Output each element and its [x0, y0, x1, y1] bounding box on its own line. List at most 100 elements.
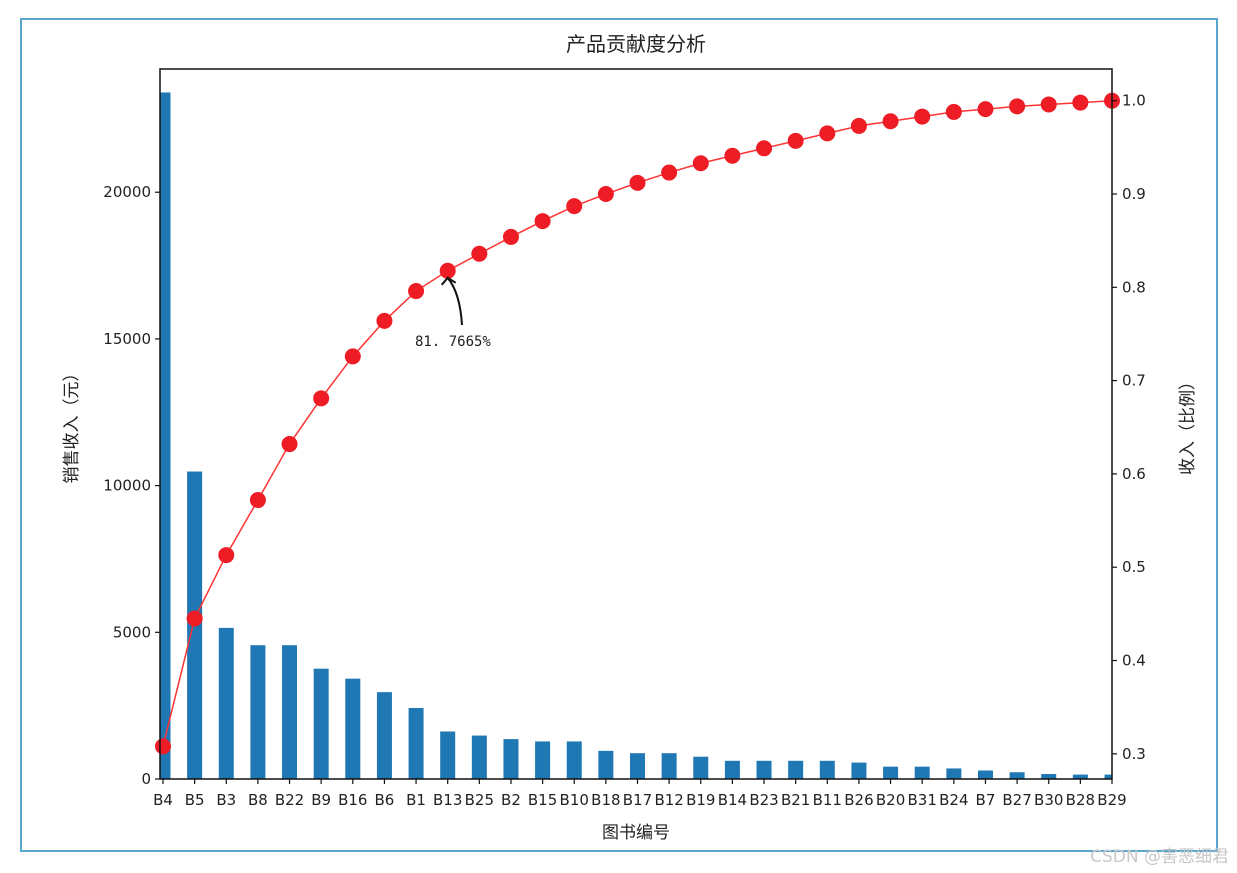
bar-B25	[471, 735, 487, 779]
point-B13	[439, 262, 456, 279]
bar-B12	[661, 753, 677, 779]
bar-B16	[345, 678, 361, 779]
point-B31	[914, 108, 931, 125]
bar-B28	[1072, 774, 1088, 779]
point-B11	[819, 125, 836, 142]
x-tick-label-B23: B23	[749, 791, 778, 809]
cumulative-line	[162, 99, 1113, 747]
annotation-label: 81. 7665%	[415, 334, 491, 350]
y-axis-label: 销售收入（元）	[62, 365, 82, 484]
annotation-arrow	[446, 277, 463, 326]
bar-B26	[851, 762, 867, 779]
bar-B11	[819, 760, 835, 779]
x-tick-label-B26: B26	[844, 791, 873, 809]
y-tick-label-0: 0	[141, 770, 151, 788]
x-tick-label-B17: B17	[623, 791, 652, 809]
bar-B13	[440, 731, 456, 779]
bar-B18	[598, 750, 614, 779]
x-tick-label-B16: B16	[338, 791, 367, 809]
point-B7	[977, 101, 994, 118]
point-B18	[597, 186, 614, 203]
point-B5	[186, 610, 203, 627]
point-B4	[155, 738, 171, 755]
y2-tick-label-0.5: 0.5	[1122, 558, 1146, 576]
bars-layer	[160, 92, 1112, 780]
point-B2	[502, 228, 519, 245]
x-tick-label-B19: B19	[686, 791, 715, 809]
point-B15	[534, 213, 551, 230]
y2-tick-label-0.8: 0.8	[1122, 278, 1146, 296]
bar-B3	[218, 627, 234, 779]
point-B12	[661, 164, 678, 181]
x-tick-label-B3: B3	[216, 791, 236, 809]
x-tick-label-B5: B5	[185, 791, 205, 809]
point-B25	[471, 245, 488, 262]
point-B30	[1040, 96, 1057, 113]
left-axis: 0 5000 10000 15000 20000	[103, 183, 160, 788]
point-B23	[756, 140, 773, 157]
y2-axis-label: 收入（比例）	[1178, 373, 1198, 475]
point-B24	[945, 103, 962, 120]
x-tick-label-B22: B22	[275, 791, 304, 809]
bar-B4	[160, 92, 171, 780]
bar-B22	[282, 645, 298, 779]
y-tick-label-5000: 5000	[113, 623, 151, 641]
right-axis: 0.3 0.4 0.5 0.6 0.7 0.8 0.9 1.0	[1112, 92, 1146, 763]
point-B20	[882, 113, 899, 130]
bar-B2	[503, 739, 519, 779]
x-tick-label-B31: B31	[908, 791, 937, 809]
bar-B30	[1041, 774, 1057, 779]
point-B22	[281, 436, 298, 453]
y2-tick-label-0.9: 0.9	[1122, 185, 1146, 203]
y-tick-label-15000: 15000	[103, 330, 151, 348]
x-tick-label-B28: B28	[1066, 791, 1095, 809]
x-tick-label-B25: B25	[465, 791, 494, 809]
x-tick-label-B18: B18	[591, 791, 620, 809]
bar-B6	[376, 692, 392, 779]
x-tick-label-B21: B21	[781, 791, 810, 809]
y2-tick-label-1: 1.0	[1122, 92, 1146, 110]
x-tick-label-B1: B1	[406, 791, 426, 809]
x-tick-label-B13: B13	[433, 791, 462, 809]
point-B17	[629, 174, 646, 191]
bar-B24	[946, 768, 962, 779]
bar-B31	[914, 766, 930, 779]
point-B9	[313, 390, 330, 407]
point-B8	[249, 492, 266, 509]
bar-B8	[250, 645, 266, 779]
y2-tick-label-0.7: 0.7	[1122, 372, 1146, 390]
x-tick-label-B15: B15	[528, 791, 557, 809]
x-tick-label-B30: B30	[1034, 791, 1063, 809]
line-layer	[155, 92, 1120, 755]
point-B27	[1009, 98, 1026, 115]
bar-B21	[788, 760, 804, 779]
point-B3	[218, 547, 235, 564]
y2-tick-label-0.6: 0.6	[1122, 465, 1146, 483]
y-tick-label-10000: 10000	[103, 477, 151, 495]
x-tick-label-B2: B2	[501, 791, 521, 809]
bar-B19	[693, 756, 709, 779]
bar-B7	[977, 770, 993, 779]
x-tick-label-B9: B9	[311, 791, 331, 809]
x-tick-label-B14: B14	[718, 791, 747, 809]
y2-tick-label-0.4: 0.4	[1122, 652, 1146, 670]
bar-B27	[1009, 772, 1025, 779]
x-axis: B4 B5 B3 B8 B22 B9 B16 B6 B1 B13 B25 B2 B15 B10 B18 B17…	[153, 779, 1127, 809]
point-B6	[376, 312, 393, 329]
x-tick-label-B7: B7	[976, 791, 996, 809]
x-tick-label-B10: B10	[560, 791, 589, 809]
bar-B9	[313, 668, 329, 779]
x-axis-label: 图书编号	[602, 823, 670, 843]
bar-B23	[756, 760, 772, 779]
point-B10	[566, 198, 583, 215]
point-B1	[408, 283, 425, 300]
x-tick-label-B4: B4	[153, 791, 173, 809]
point-B19	[692, 155, 709, 172]
x-tick-label-B6: B6	[375, 791, 395, 809]
point-B26	[850, 117, 867, 134]
annotation: 81. 7665%	[415, 276, 491, 350]
chart-frame	[20, 18, 1218, 852]
point-B16	[344, 348, 361, 365]
point-B14	[724, 147, 741, 164]
